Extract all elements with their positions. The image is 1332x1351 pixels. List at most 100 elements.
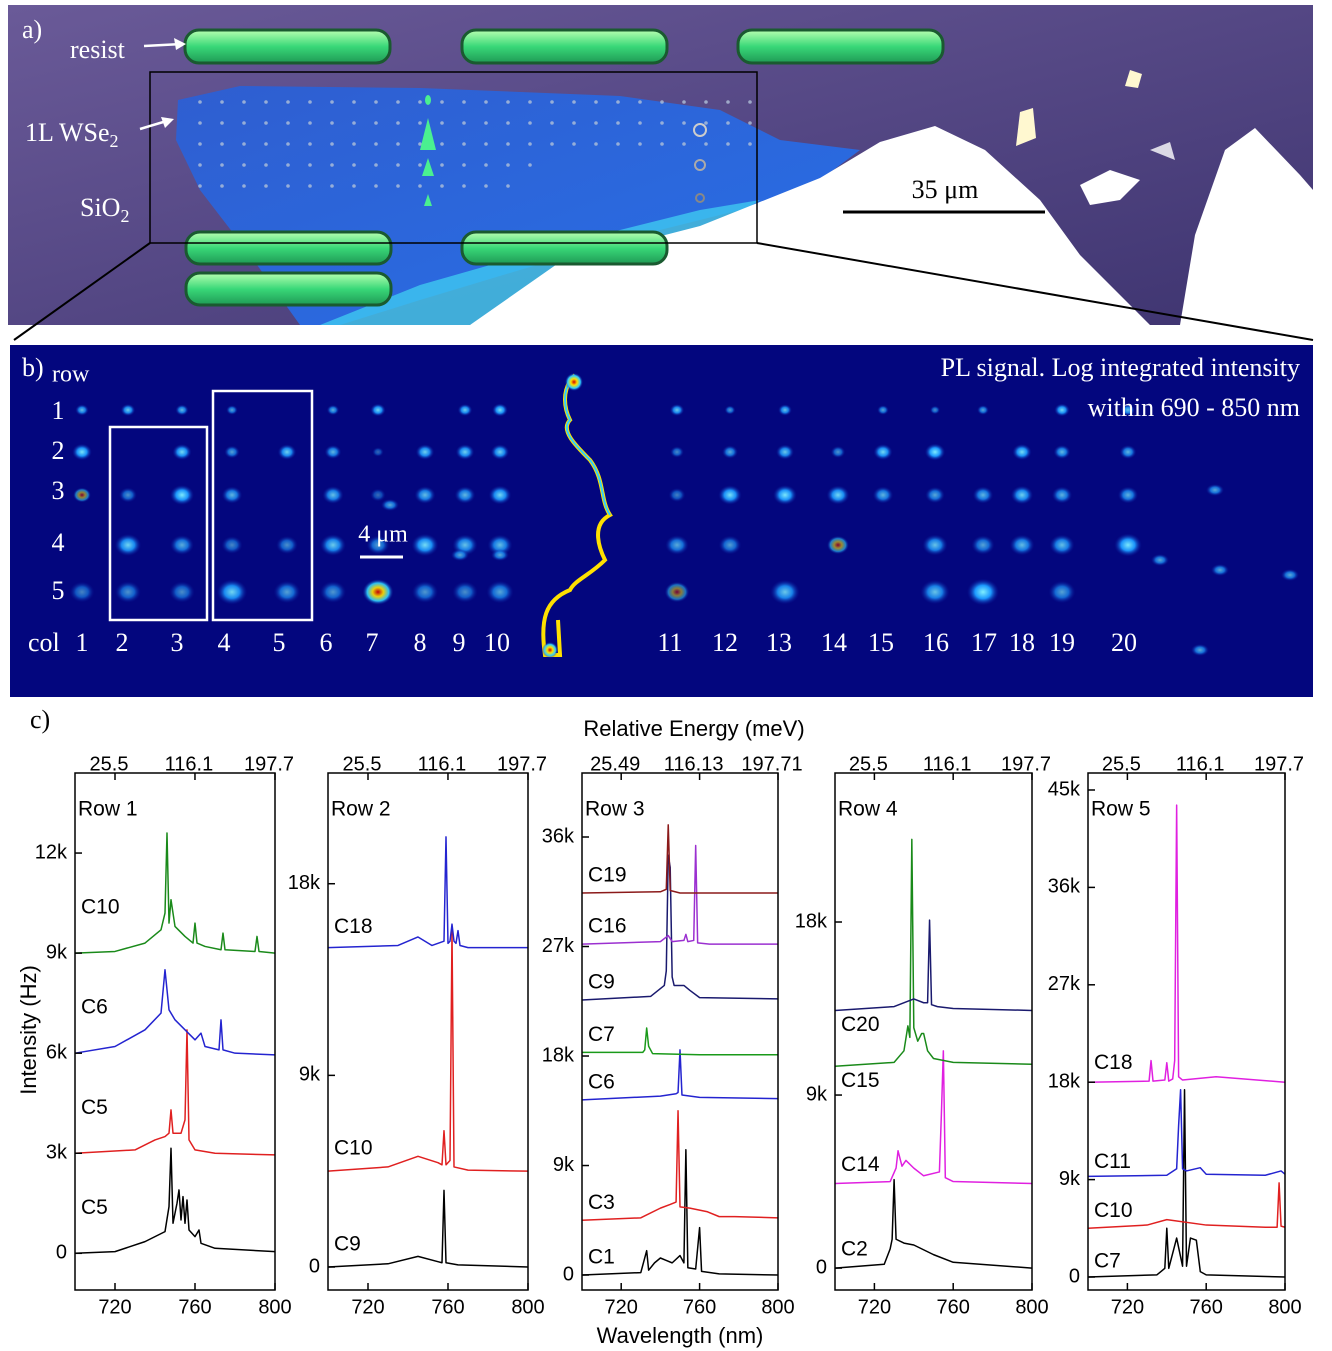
row-label: 5: [52, 576, 65, 605]
spectrum-line: [74, 1147, 276, 1255]
pl-spot: [971, 535, 995, 555]
array-dot: [330, 121, 334, 125]
x2-tick-label: 25.5: [1102, 753, 1141, 775]
pl-spot: [1119, 445, 1137, 459]
pl-map: [10, 345, 1313, 697]
spectrum-line: [581, 1049, 779, 1101]
y-tick-label: 27k: [542, 935, 575, 957]
pl-spot: [925, 486, 945, 504]
array-dot: [242, 184, 246, 188]
array-dot: [396, 121, 400, 125]
array-dot: [528, 100, 532, 104]
col-label: 12: [712, 628, 738, 657]
pl-spot: [977, 405, 989, 415]
array-dot: [704, 100, 708, 104]
pl-spot: [221, 486, 243, 504]
array-dot: [550, 142, 554, 146]
pl-spot: [724, 405, 736, 415]
array-dot: [198, 163, 202, 167]
array-dot: [418, 142, 422, 146]
series-label: C18: [334, 915, 373, 938]
axis-label: col: [28, 628, 60, 657]
x2-tick-label: 197.7: [244, 753, 294, 775]
array-dot: [242, 121, 246, 125]
map-title: PL signal. Log integrated intensity: [941, 353, 1300, 382]
panel-label: a): [22, 15, 42, 44]
y-axis-title: Intensity (Hz): [16, 965, 41, 1095]
pl-spot: [319, 581, 347, 603]
array-dot: [264, 121, 268, 125]
row-label: 4: [52, 528, 65, 557]
series-label: C14: [841, 1153, 880, 1176]
spectrum-line: [581, 844, 778, 945]
array-dot: [352, 100, 356, 104]
pl-spot: [221, 536, 243, 554]
x2-tick-label: 197.7: [1001, 753, 1051, 775]
col-label: 18: [1009, 628, 1035, 657]
pl-spot: [924, 443, 946, 461]
pl-spot: [669, 404, 685, 416]
x2-tick-label: 197.7: [497, 753, 547, 775]
array-dot: [506, 142, 510, 146]
array-dot: [704, 121, 708, 125]
pl-spot: [273, 580, 301, 604]
array-dot: [572, 142, 576, 146]
pl-spot: [1054, 403, 1070, 417]
array-dot: [506, 163, 510, 167]
pl-spot: [718, 535, 742, 555]
x-tick-label: 800: [761, 1296, 794, 1318]
array-dot: [660, 121, 664, 125]
spectrum-line: [327, 929, 529, 1172]
array-dot: [506, 184, 510, 188]
pl-spot: [826, 485, 850, 505]
pl-spot: [415, 444, 435, 460]
series-label: C9: [334, 1233, 361, 1256]
chart-title: Row 2: [331, 798, 391, 821]
array-dot: [374, 121, 378, 125]
array-dot: [264, 142, 268, 146]
array-dot: [594, 142, 598, 146]
pl-spot: [1051, 486, 1073, 504]
pl-spot: [216, 579, 248, 605]
array-dot: [726, 121, 730, 125]
array-dot: [726, 100, 730, 104]
pl-spot: [665, 535, 689, 555]
pl-spot: [920, 579, 950, 605]
y-tick-label: 36k: [1048, 876, 1081, 898]
x-tick-label: 800: [258, 1296, 291, 1318]
spectrum-line: [327, 1189, 529, 1268]
spectrum-line: [834, 838, 1033, 1067]
spectrum-line: [581, 1110, 779, 1222]
pl-spot: [454, 486, 476, 504]
y-tick-label: 18k: [542, 1044, 575, 1066]
pl-spot: [1009, 534, 1035, 556]
array-dot: [484, 142, 488, 146]
array-dot: [308, 100, 312, 104]
x2-tick-label: 25.49: [590, 753, 640, 775]
pl-spot: [488, 485, 512, 505]
y-tick-label: 9k: [806, 1083, 828, 1105]
pl-spot: [486, 580, 514, 604]
array-dot: [396, 142, 400, 146]
series-label: C18: [1094, 1051, 1133, 1074]
y-tick-label: 6k: [46, 1041, 68, 1063]
pl-spot: [491, 549, 509, 561]
series-label: C10: [1094, 1199, 1133, 1222]
annotation: SiO2: [80, 193, 129, 226]
array-dot: [418, 100, 422, 104]
pl-spot: [773, 485, 797, 505]
y-tick-label: 18k: [795, 910, 828, 932]
annotation-subscript: 2: [120, 206, 129, 226]
array-dot: [660, 142, 664, 146]
annotation-subscript: 2: [110, 131, 119, 151]
x2-tick-label: 116.1: [165, 753, 214, 775]
pl-spot: [1053, 444, 1071, 460]
chart-title: Row 4: [838, 798, 898, 821]
array-dot: [418, 121, 422, 125]
chart-title: Row 5: [1091, 798, 1151, 821]
array-dot: [528, 142, 532, 146]
x-tick-label: 760: [178, 1296, 211, 1318]
annotation: 1L WSe2: [25, 118, 119, 151]
array-dot: [330, 163, 334, 167]
array-dot: [484, 184, 488, 188]
